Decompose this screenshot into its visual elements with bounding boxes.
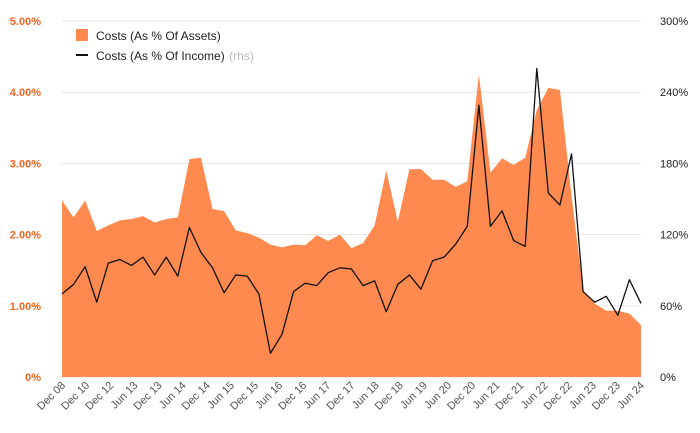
legend: Costs (As % Of Assets) Costs (As % Of In… bbox=[76, 29, 254, 64]
right-tick-label: 300% bbox=[660, 16, 688, 28]
left-tick-label: 5.00% bbox=[10, 16, 41, 28]
right-tick-label: 120% bbox=[660, 230, 688, 242]
legend-swatch-costs-assets bbox=[76, 29, 88, 41]
right-tick-label: 0% bbox=[660, 372, 676, 384]
left-tick-label: 3.00% bbox=[10, 158, 41, 170]
left-tick-label: 1.00% bbox=[10, 301, 41, 313]
right-axis: 0% 60% 120% 180% 240% 300% bbox=[660, 16, 688, 384]
right-tick-label: 240% bbox=[660, 87, 688, 99]
legend-label-costs-assets: Costs (As % Of Assets) bbox=[96, 29, 221, 43]
x-tick-label: Jun 24 bbox=[615, 380, 647, 412]
legend-rhs-suffix: (rhs) bbox=[229, 49, 254, 63]
right-tick-label: 180% bbox=[660, 158, 688, 170]
left-tick-label: 2.00% bbox=[10, 230, 41, 242]
left-tick-label: 4.00% bbox=[10, 87, 41, 99]
right-tick-label: 60% bbox=[660, 301, 682, 313]
legend-label-costs-income-text: Costs (As % Of Income) bbox=[96, 49, 225, 63]
series-costs-assets-area bbox=[62, 74, 641, 378]
legend-label-costs-income: Costs (As % Of Income) (rhs) bbox=[96, 47, 254, 64]
left-axis: 0% 1.00% 2.00% 3.00% 4.00% 5.00% bbox=[10, 16, 41, 384]
left-tick-label: 0% bbox=[25, 372, 41, 384]
series-costs-income-line bbox=[61, 67, 642, 354]
